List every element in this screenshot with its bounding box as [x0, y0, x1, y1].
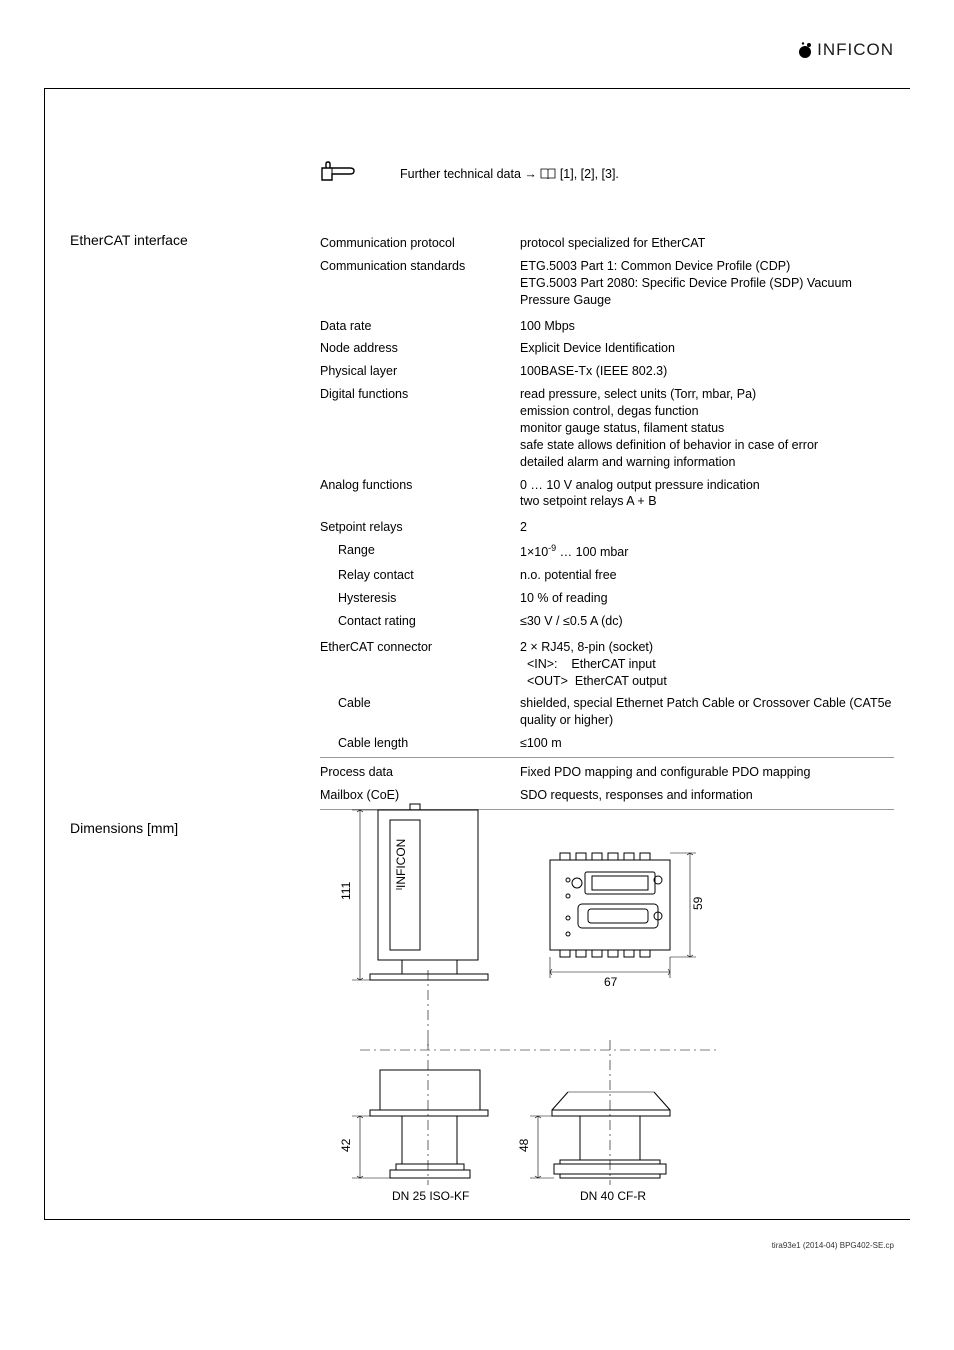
table-row: Data rate100 Mbps	[320, 312, 894, 338]
svg-text:59: 59	[691, 896, 705, 910]
table-row: Contact rating≤30 V / ≤0.5 A (dc)	[320, 610, 894, 633]
table-row: Analog functions0 … 10 V analog output p…	[320, 474, 894, 514]
svg-text:DN 40 CF-R: DN 40 CF-R	[580, 1189, 646, 1203]
svg-text:ᴵINFICON: ᴵINFICON	[394, 839, 408, 890]
table-row: Digital functionsread pressure, select u…	[320, 383, 894, 473]
svg-text:42: 42	[339, 1138, 353, 1152]
further-note-row: Further technical data → [1], [2], [3].	[320, 160, 894, 187]
brand-logo: INFICON	[797, 40, 894, 60]
pointing-hand-icon	[320, 160, 360, 187]
section-ethercat-label: EtherCAT interface	[70, 232, 320, 248]
table-row: EtherCAT connector2 × RJ45, 8-pin (socke…	[320, 633, 894, 693]
svg-text:48: 48	[517, 1138, 531, 1152]
table-row: Relay contactn.o. potential free	[320, 564, 894, 587]
bottom-rule	[44, 1219, 910, 1220]
table-row: Communication protocolprotocol specializ…	[320, 232, 894, 255]
brand-text: INFICON	[817, 40, 894, 60]
table-row: Setpoint relays2	[320, 513, 894, 539]
spec-table: Communication protocolprotocol specializ…	[320, 232, 894, 810]
table-row: Cable length≤100 m	[320, 732, 894, 757]
table-row: Node addressExplicit Device Identificati…	[320, 337, 894, 360]
table-row: Hysteresis10 % of reading	[320, 587, 894, 610]
further-note-text: Further technical data → [1], [2], [3].	[400, 167, 619, 181]
dimension-drawings: ᴵINFICON 111	[330, 800, 750, 1243]
table-row: Range1×10-9 … 100 mbar	[320, 539, 894, 564]
brand-icon	[797, 41, 813, 59]
side-rule	[44, 88, 45, 1220]
footer-text: tira93e1 (2014-04) BPG402-SE.cp	[772, 1241, 894, 1250]
top-rule	[44, 88, 910, 89]
svg-text:DN 25 ISO-KF: DN 25 ISO-KF	[392, 1189, 469, 1203]
table-row: Communication standardsETG.5003 Part 1: …	[320, 255, 894, 312]
table-row: Process dataFixed PDO mapping and config…	[320, 758, 894, 784]
svg-text:111: 111	[339, 881, 353, 900]
svg-text:67: 67	[604, 975, 618, 989]
table-row: Physical layer100BASE-Tx (IEEE 802.3)	[320, 360, 894, 383]
table-row: Cableshielded, special Ethernet Patch Ca…	[320, 692, 894, 732]
